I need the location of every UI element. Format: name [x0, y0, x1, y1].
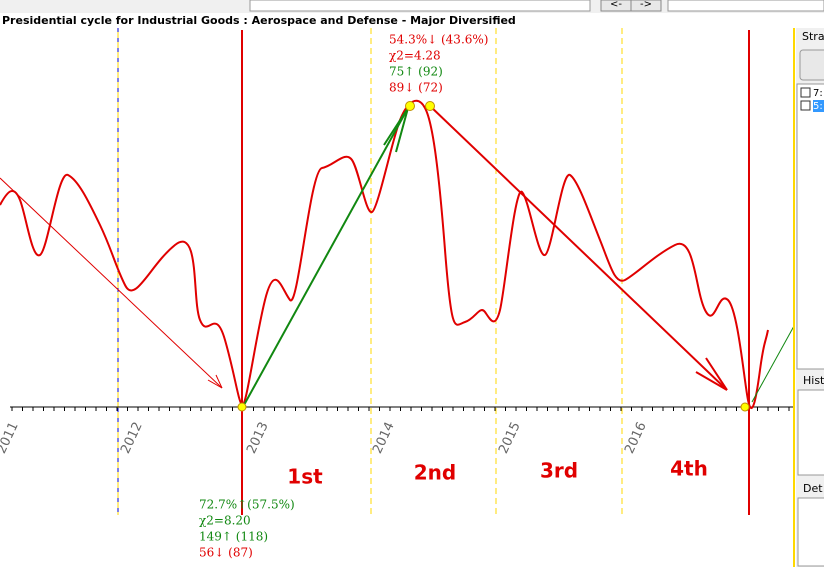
history-label: Hist	[803, 374, 824, 387]
stat-text: 56↓ (87)	[199, 546, 253, 560]
list-item: 7:	[813, 88, 823, 99]
labels: 2011 2012 2013 2014 2015 2016 54.3%↓ (43.6%) χ2…	[0, 33, 708, 560]
arrow-head	[695, 357, 728, 391]
pivot-point	[237, 402, 247, 412]
trend-arrow	[429, 105, 728, 391]
arrow-head	[207, 374, 223, 389]
trend-arrow	[0, 177, 223, 389]
year-label: 2011	[0, 420, 22, 456]
year-label: 2014	[370, 420, 398, 456]
stat-text: 54.3%↓ (43.6%)	[389, 33, 488, 47]
panel-button[interactable]	[799, 49, 824, 81]
stat-text: χ2=4.28	[389, 49, 441, 63]
arrow-head	[383, 107, 409, 153]
axis-ticks	[11, 407, 790, 411]
stat-text: 89↓ (72)	[389, 81, 443, 95]
year-label: 2013	[244, 420, 272, 456]
strategy-label: Stra	[802, 30, 824, 43]
selection	[813, 100, 824, 112]
history-box	[797, 389, 824, 476]
chart-title: Presidential cycle for Industrial Goods …	[2, 14, 516, 27]
forward-label: ->	[640, 0, 652, 10]
trend-arrow	[751, 325, 795, 403]
trend-arrow	[243, 107, 409, 406]
toolbar-field	[249, 0, 591, 12]
stat-text: χ2=8.20	[199, 514, 251, 528]
back-label: <-	[610, 0, 622, 10]
cycle-lines	[117, 28, 750, 515]
phase-label: 1st	[287, 465, 323, 489]
pivot-point	[740, 402, 750, 412]
details-box	[797, 497, 824, 567]
year-label: 2012	[118, 420, 146, 456]
strategy-list	[796, 83, 824, 370]
pivot-point	[425, 101, 435, 111]
phase-label: 4th	[670, 457, 708, 481]
checkbox[interactable]	[800, 100, 811, 111]
forward-button[interactable]	[630, 0, 662, 12]
phase-label: 2nd	[414, 461, 456, 485]
year-label: 2015	[496, 420, 524, 456]
stat-text: 72.7%↑(57.5%)	[199, 498, 295, 512]
pivot-point	[405, 101, 415, 111]
toolbar-field	[667, 0, 824, 12]
stat-text: 149↑ (118)	[199, 530, 268, 544]
list-item: 5:	[813, 101, 823, 112]
phase-label: 3rd	[540, 459, 578, 483]
checkbox[interactable]	[800, 87, 811, 98]
cycle-curve	[0, 99, 769, 409]
year-label: 2016	[622, 420, 650, 456]
details-label: Det	[803, 482, 823, 495]
stat-text: 75↑ (92)	[389, 65, 443, 79]
